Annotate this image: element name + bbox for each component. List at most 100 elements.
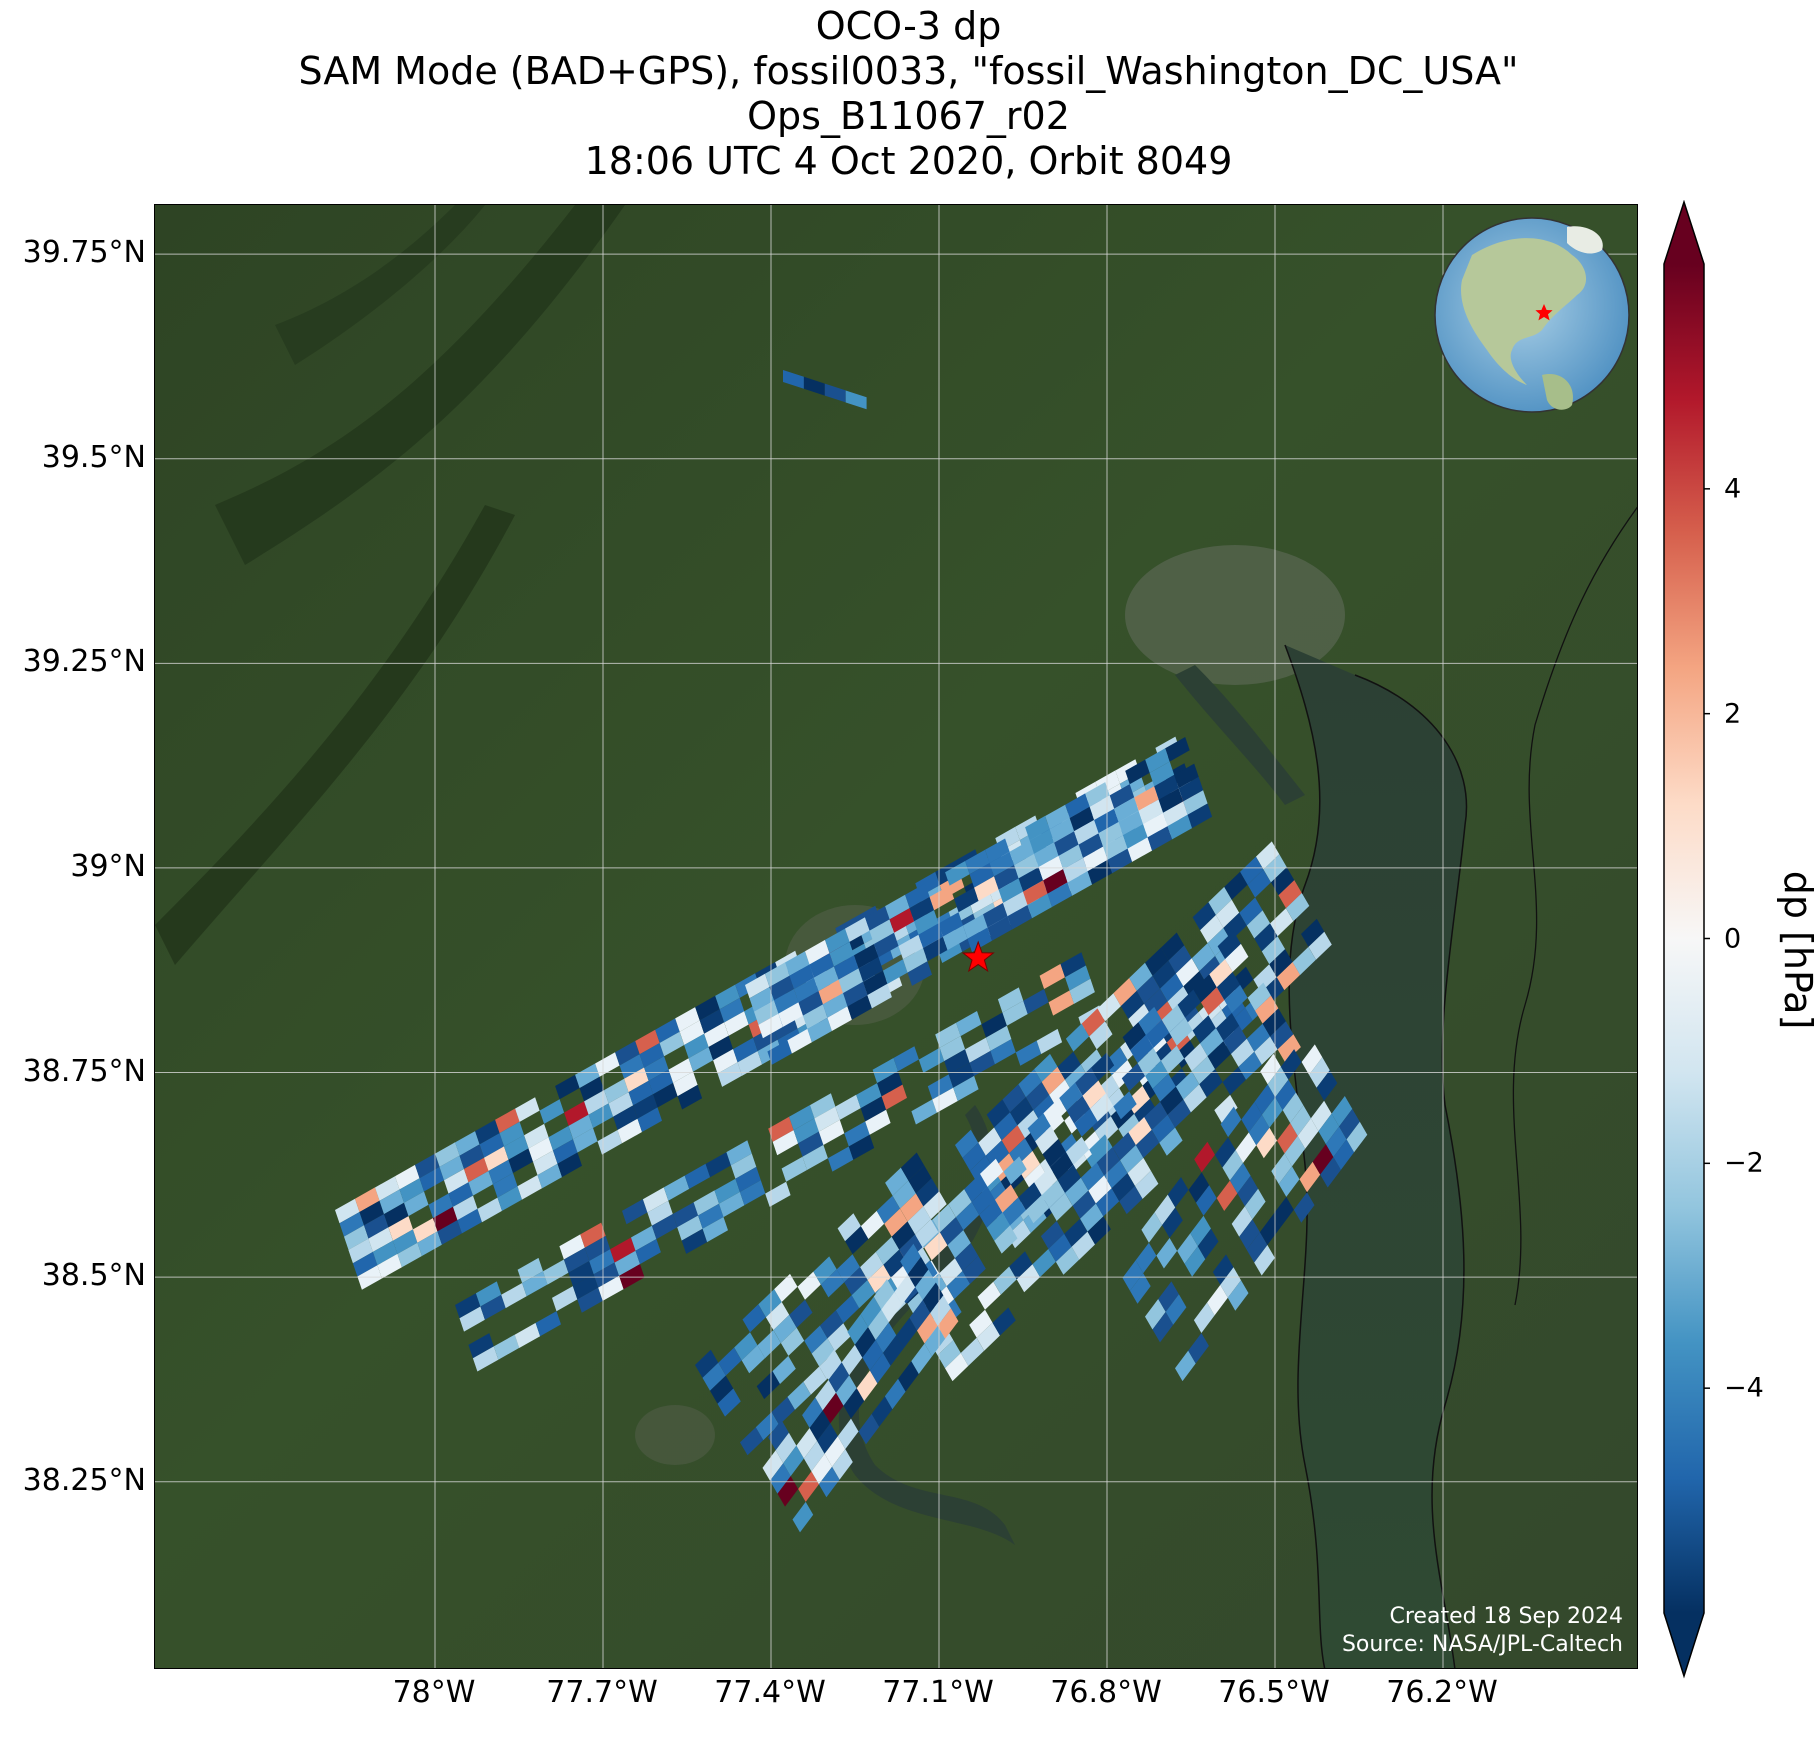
sounding-pixel [1247, 982, 1271, 1011]
sounding-pixel [677, 1084, 703, 1110]
sounding-pixel [673, 1071, 698, 1097]
sounding-pixel [1163, 801, 1188, 827]
sounding-pixel [1193, 1302, 1215, 1333]
map-panel[interactable]: Created 18 Sep 2024 Source: NASA/JPL-Cal… [154, 204, 1638, 1669]
sounding-pixel [1009, 1138, 1033, 1167]
sounding-pixel [771, 1396, 795, 1425]
sounding-pixel [1135, 1129, 1160, 1158]
sounding-pixel [796, 1428, 818, 1459]
sounding-pixel [1069, 806, 1095, 832]
sounding-pixel [835, 1094, 861, 1120]
coastline [1512, 506, 1637, 1306]
sounding-pixel [985, 838, 1010, 864]
sounding-pixel [704, 1022, 729, 1047]
sounding-pixel [848, 1134, 875, 1160]
sounding-pixel [622, 1199, 648, 1225]
sounding-pixel [900, 1193, 924, 1222]
sounding-pixel [1175, 1350, 1196, 1382]
sounding-pixel [412, 1218, 438, 1243]
sounding-pixel [1214, 1137, 1236, 1168]
sounding-pixel [911, 1099, 937, 1125]
sounding-pixel [851, 1280, 875, 1309]
sounding-pixel [1120, 990, 1145, 1019]
colorbar-ticks [1704, 488, 1710, 1389]
sounding-pixel [1074, 1108, 1098, 1137]
sounding-pixel [1301, 1044, 1323, 1075]
sounding-pixel [924, 1232, 948, 1261]
sounding-pixel [939, 1258, 963, 1287]
sounding-pixel [648, 1069, 674, 1095]
sounding-pixel [628, 1080, 654, 1106]
ridge-band [275, 205, 485, 365]
sounding-pixel [1152, 1073, 1176, 1102]
sounding-pixel [997, 987, 1024, 1013]
latitude-tick-label: 39.25°N [22, 644, 146, 680]
sounding-pixel [811, 1338, 835, 1367]
sounding-pixel [1090, 1052, 1115, 1081]
soundings-layer [335, 370, 1368, 1533]
sounding-pixel [1023, 880, 1048, 905]
sounding-pixel [1120, 1145, 1144, 1174]
sounding-pixel [789, 1105, 815, 1131]
sounding-pixel [1246, 1023, 1271, 1052]
sounding-pixel [613, 1105, 638, 1130]
colorbar-title: dp [hPa] [1776, 870, 1817, 1030]
sounding-pixel [917, 1313, 938, 1344]
sounding-pixel [1194, 1141, 1215, 1173]
sounding-pixel [1320, 1157, 1341, 1188]
sounding-pixel [783, 370, 804, 389]
sounding-pixel [943, 925, 968, 951]
sounding-pixel [845, 1226, 869, 1255]
sounding-pixel [1168, 945, 1192, 974]
sounding-pixel [655, 1018, 680, 1043]
sounding-pixel [695, 1349, 719, 1378]
sounding-pixel [1058, 844, 1084, 870]
sounding-pixel [954, 887, 979, 913]
sounding-pixel [1260, 1053, 1281, 1085]
sounding-pixel [1286, 893, 1310, 922]
sounding-pixel [659, 1031, 685, 1057]
sounding-pixel [1018, 1182, 1042, 1211]
sounding-pixel [869, 919, 894, 944]
ridge-band [155, 505, 515, 965]
sounding-pixel [1048, 1233, 1072, 1262]
sounding-pixel [639, 1043, 665, 1068]
inset-globe [1434, 217, 1630, 413]
colorbar-tick-label: 0 [1724, 923, 1742, 954]
sounding-pixel [1001, 1125, 1025, 1154]
sounding-pixel [1209, 959, 1233, 988]
sounding-pixel [419, 1166, 444, 1192]
sounding-pixel [702, 1362, 726, 1391]
sounding-pixel [705, 1152, 731, 1178]
sounding-pixel [642, 1187, 669, 1213]
sounding-pixel [1222, 1150, 1244, 1181]
sounding-pixel [1081, 1008, 1105, 1037]
sounding-pixel [945, 1353, 969, 1382]
sounding-pixel [1127, 1157, 1151, 1186]
sounding-pixel [504, 1135, 529, 1160]
globe-north-america [1461, 238, 1587, 385]
sounding-pixel [1129, 962, 1153, 991]
sounding-pixel [1025, 815, 1050, 841]
latitude-tick-label: 39°N [70, 848, 146, 884]
sounding-pixel [907, 1256, 929, 1288]
colorbar-tick-label: 4 [1724, 473, 1742, 505]
sounding-pixel [339, 1212, 364, 1237]
sounding-pixel [1118, 1113, 1142, 1142]
sounding-pixel [915, 1219, 939, 1248]
sounding-pixel [1254, 1084, 1276, 1115]
sounding-pixel [938, 912, 963, 937]
sounding-pixel [1254, 1036, 1278, 1065]
ridge-band [215, 205, 625, 565]
longitude-tick-label: 78°W [392, 1675, 476, 1710]
sounding-pixel [1235, 1132, 1257, 1163]
sounding-pixel [990, 1039, 1016, 1065]
sounding-pixel [472, 1346, 499, 1372]
created-date-label: Created 18 Sep 2024 [1389, 1604, 1624, 1629]
sounding-pixel [1043, 1098, 1067, 1127]
sounding-pixel [892, 1180, 916, 1209]
sounding-pixel [484, 1146, 509, 1171]
sounding-pixel [493, 1334, 520, 1360]
sounding-pixel [1175, 958, 1200, 987]
sounding-pixel [1346, 1121, 1368, 1153]
